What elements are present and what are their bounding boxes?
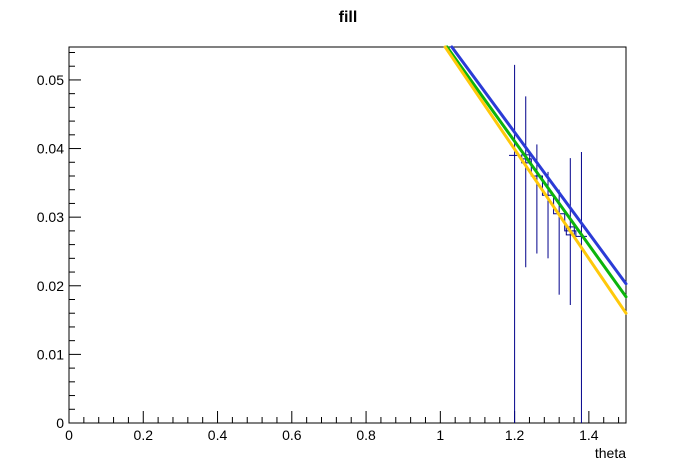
fit-lines xyxy=(443,45,628,315)
data-histogram xyxy=(509,64,588,423)
y-tick-label: 0.01 xyxy=(37,346,64,362)
fit-line-blue xyxy=(450,45,628,286)
y-tick-label: 0.04 xyxy=(37,141,64,157)
x-tick-label: 1.2 xyxy=(505,427,525,443)
y-tick-label: 0 xyxy=(56,415,64,431)
x-tick-label: 0 xyxy=(65,427,73,443)
y-tick-label: 0.05 xyxy=(37,72,64,88)
axis-tick-labels: 0 0.2 0.4 0.6 0.8 1 1.2 1.4 0 0.01 0.02 0.03 0.04 0.0… xyxy=(37,72,599,443)
plot-frame xyxy=(68,46,627,424)
x-tick-label: 1.4 xyxy=(579,427,599,443)
plot-title: fill xyxy=(339,9,358,26)
x-tick-label: 0.4 xyxy=(208,427,228,443)
fit-line-yellow xyxy=(443,45,628,315)
fit-line-green xyxy=(445,45,628,299)
x-tick-label: 0.2 xyxy=(134,427,154,443)
x-tick-label: 0.6 xyxy=(282,427,302,443)
x-axis-title: theta xyxy=(595,445,626,461)
axis-ticks xyxy=(68,51,620,424)
x-tick-label: 0.8 xyxy=(356,427,376,443)
data-marker-square xyxy=(565,226,575,236)
y-tick-label: 0.03 xyxy=(37,209,64,225)
y-tick-label: 0.02 xyxy=(37,278,64,294)
x-tick-label: 1 xyxy=(436,427,444,443)
